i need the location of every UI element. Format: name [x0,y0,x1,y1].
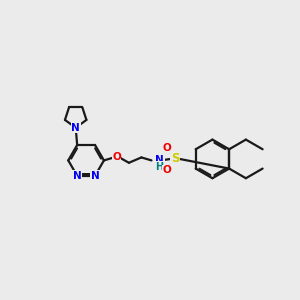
Text: N: N [73,171,82,181]
Text: N: N [91,171,99,181]
Text: H: H [155,162,164,172]
Text: N: N [71,123,80,133]
Text: O: O [163,165,171,175]
Text: O: O [163,142,171,153]
Text: S: S [171,152,179,165]
Text: N: N [155,155,164,165]
Text: O: O [112,152,121,162]
